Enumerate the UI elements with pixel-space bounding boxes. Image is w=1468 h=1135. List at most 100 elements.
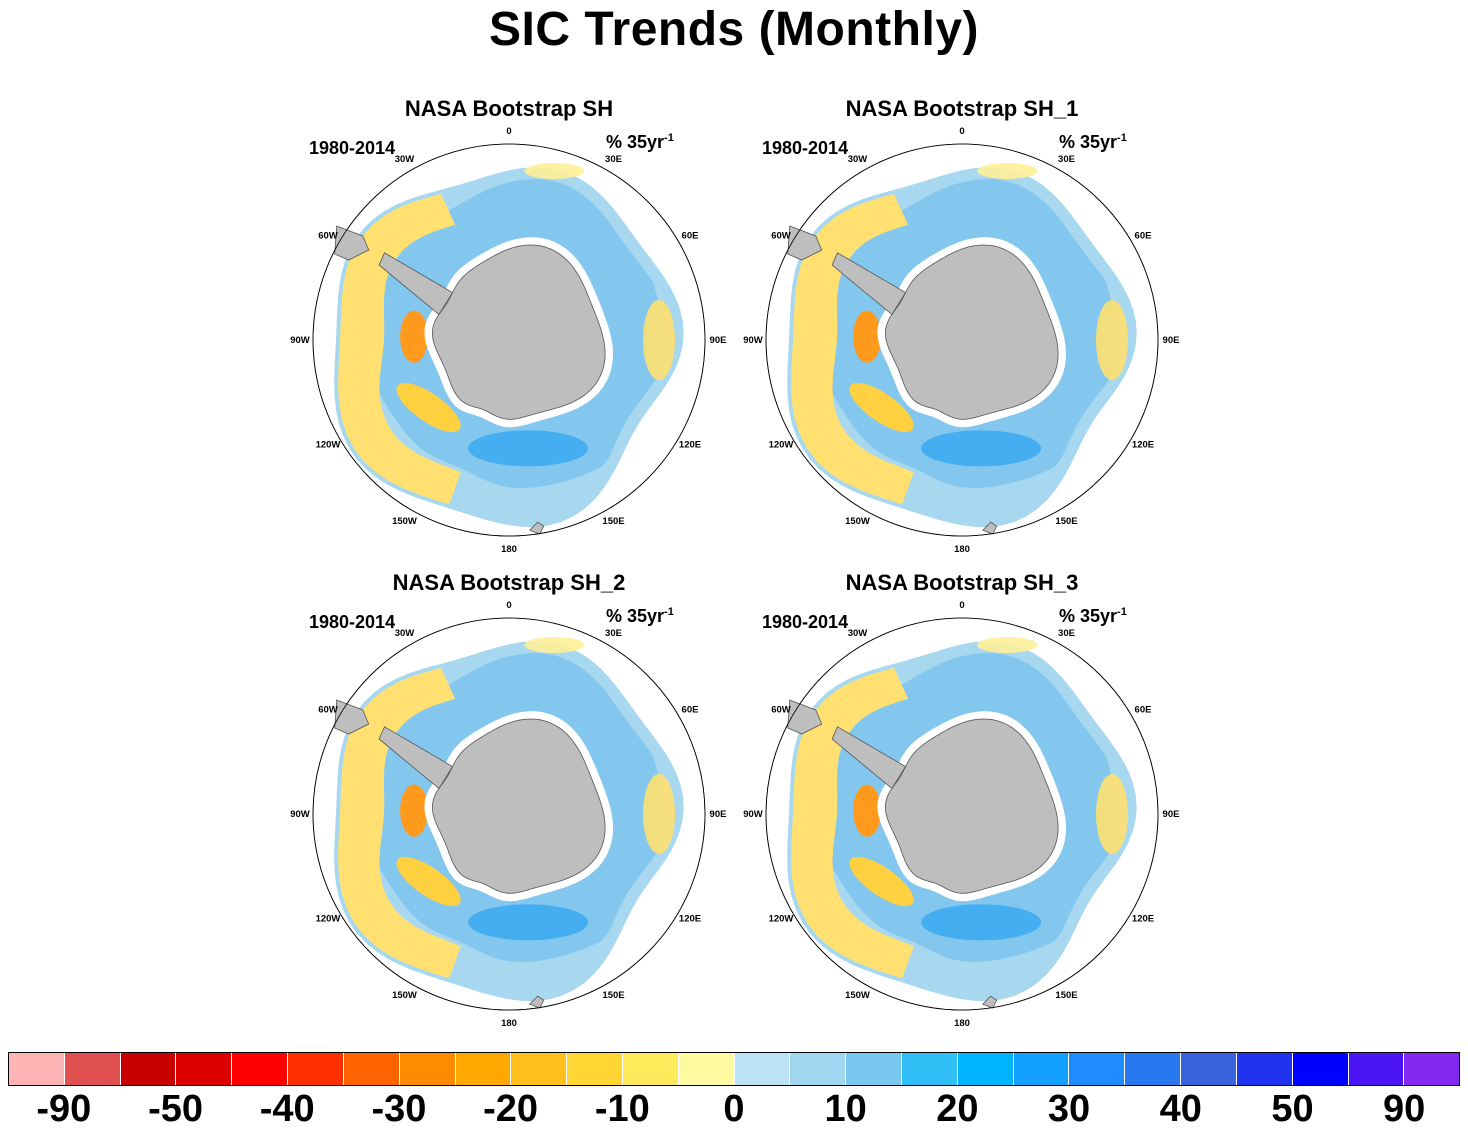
colorbar-tick-label: 90 <box>1383 1088 1426 1130</box>
longitude-label: 90W <box>290 335 310 346</box>
longitude-label: 30W <box>395 628 415 639</box>
colorbar-cell <box>957 1053 1014 1085</box>
new-zealand <box>982 995 998 1009</box>
strong-negative-trend <box>400 784 429 837</box>
negative-trend-zone <box>791 667 914 979</box>
negative-trend-zone <box>977 636 1038 653</box>
panel-period: 1980-2014 <box>309 612 396 632</box>
antarctic-peninsula <box>378 726 454 790</box>
colorbar-cell <box>1181 1053 1237 1085</box>
longitude-label: 90E <box>1163 809 1180 820</box>
longitude-label: 30E <box>1058 628 1075 639</box>
colorbar-tick-label: -40 <box>259 1088 315 1130</box>
longitude-label: 150W <box>392 516 417 527</box>
longitude-label: 30W <box>848 154 868 165</box>
colorbar-tick-label: 30 <box>1047 1088 1091 1130</box>
new-zealand <box>529 995 545 1009</box>
longitude-label: 150E <box>1055 990 1077 1001</box>
longitude-label: 180 <box>501 1018 517 1029</box>
longitude-label: 150W <box>845 990 870 1001</box>
longitude-label: 60W <box>318 231 338 242</box>
colorbar-tick-label: 40 <box>1159 1088 1202 1130</box>
negative-trend-zone <box>643 300 675 380</box>
colorbar-cell <box>399 1053 456 1085</box>
colorbar-cell <box>288 1053 344 1085</box>
negative-trend-zone <box>791 193 914 505</box>
longitude-label: 0 <box>959 126 964 137</box>
colorbar-cell <box>567 1053 623 1085</box>
longitude-label: 120W <box>316 440 341 451</box>
longitude-label: 120W <box>316 914 341 925</box>
colorbar-cell <box>511 1053 568 1085</box>
longitude-label: 60W <box>771 705 791 716</box>
colorbar-cell <box>678 1053 735 1085</box>
negative-trend-zone <box>396 856 461 907</box>
panel-period: 1980-2014 <box>762 612 849 632</box>
negative-trend-zone <box>524 162 585 179</box>
colorbar-cell <box>9 1053 65 1085</box>
panel-units: % 35yr-1 <box>606 606 674 626</box>
new-zealand <box>982 521 998 535</box>
colorbar-tick-label: 20 <box>936 1088 979 1130</box>
antarctica-landmass <box>431 718 606 894</box>
strong-negative-trend <box>400 310 429 363</box>
longitude-label: 90E <box>1163 335 1180 346</box>
colorbar-cell <box>64 1053 121 1085</box>
colorbar-cell <box>734 1053 791 1085</box>
longitude-label: 90W <box>290 809 310 820</box>
colorbar <box>8 1052 1460 1086</box>
strong-positive-trend <box>468 904 589 941</box>
panel-units: % 35yr-1 <box>1059 606 1127 626</box>
longitude-label: 60E <box>682 705 699 716</box>
panel-units: % 35yr-1 <box>606 132 674 152</box>
colorbar-tick-label: -30 <box>371 1088 427 1130</box>
panel-period: 1980-2014 <box>309 138 396 158</box>
longitude-label: 0 <box>506 600 511 611</box>
longitude-label: 180 <box>954 544 970 555</box>
longitude-label: 150W <box>392 990 417 1001</box>
panel-nasa-bootstrap-sh-1: NASA Bootstrap SH_1 1980-2014 % 35yr-1 0… <box>732 96 1192 566</box>
colorbar-tick-label: 0 <box>723 1088 745 1130</box>
longitude-label: 180 <box>954 1018 970 1029</box>
longitude-label: 30E <box>605 628 622 639</box>
strong-negative-trend <box>853 310 882 363</box>
colorbar-tick-label: -90 <box>36 1088 92 1130</box>
polar-map: 0 30E 60E 90E 120E 150E 180 150W 120W 90W 60W 30W <box>290 126 726 555</box>
strong-positive-trend <box>468 430 589 467</box>
longitude-label: 60E <box>682 231 699 242</box>
polar-map: 0 30E 60E 90E 120E 150E 180 150W 120W 90W 60W 30W <box>743 126 1180 555</box>
longitude-label: 0 <box>959 600 964 611</box>
longitude-label: 30E <box>1058 154 1075 165</box>
panel-units: % 35yr-1 <box>1059 132 1127 152</box>
colorbar-cell <box>1236 1053 1293 1085</box>
panel-nasa-bootstrap-sh-3: NASA Bootstrap SH_3 1980-2014 % 35yr-1 0… <box>732 570 1192 1040</box>
colorbar-cell <box>232 1053 289 1085</box>
panel-title: NASA Bootstrap SH_1 <box>845 96 1079 121</box>
longitude-label: 120E <box>1132 440 1154 451</box>
new-zealand <box>529 521 545 535</box>
negative-trend-zone <box>849 382 914 433</box>
longitude-label: 150E <box>602 990 624 1001</box>
longitude-label: 150W <box>845 516 870 527</box>
colorbar-cell <box>902 1053 958 1085</box>
colorbar-cell <box>622 1053 679 1085</box>
longitude-label: 120W <box>769 914 794 925</box>
longitude-label: 120E <box>679 914 701 925</box>
negative-trend-zone <box>338 667 461 979</box>
longitude-label: 60E <box>1135 705 1152 716</box>
longitude-label: 30W <box>848 628 868 639</box>
panel-nasa-bootstrap-sh: NASA Bootstrap SH 1980-2014 % 35yr-1 0 30… <box>279 96 739 566</box>
longitude-label: 0 <box>506 126 511 137</box>
negative-trend-zone <box>338 193 461 505</box>
negative-trend-zone <box>524 636 585 653</box>
longitude-label: 90W <box>743 335 763 346</box>
colorbar-cell <box>1404 1053 1460 1085</box>
colorbar-cell <box>846 1053 902 1085</box>
longitude-label: 150E <box>1055 516 1077 527</box>
antarctic-peninsula <box>378 252 454 316</box>
longitude-label: 150E <box>602 516 624 527</box>
colorbar-cell <box>1013 1053 1070 1085</box>
antarctic-peninsula <box>831 252 907 316</box>
colorbar-cell <box>790 1053 847 1085</box>
colorbar-cell <box>1292 1053 1349 1085</box>
